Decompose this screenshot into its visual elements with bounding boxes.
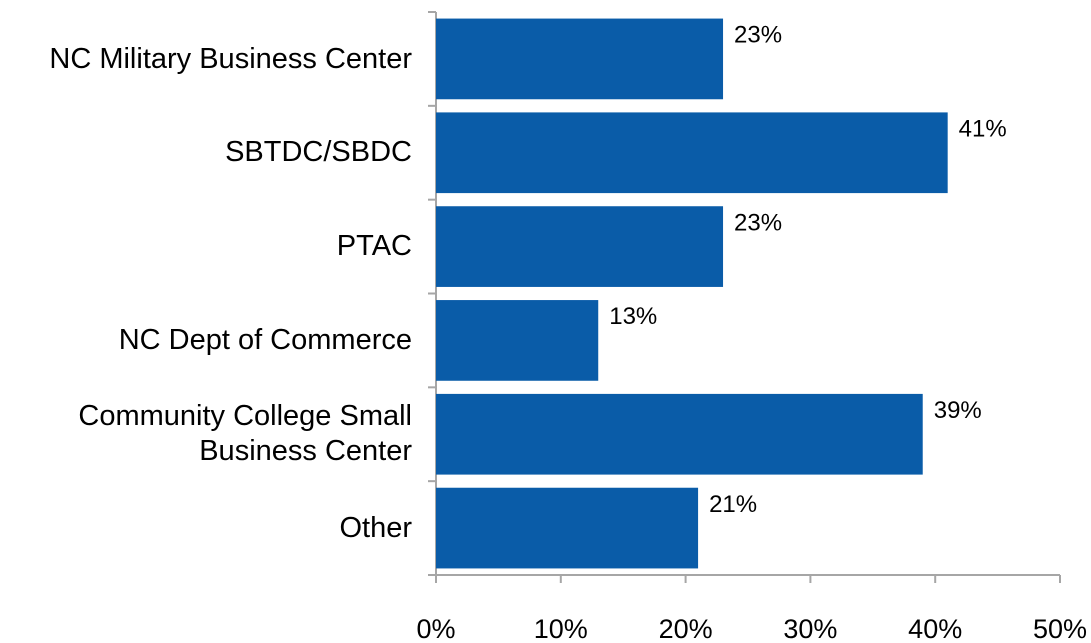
value-label: 41% [959, 116, 1007, 143]
y-tick-label: NC Military Business Center [49, 42, 412, 75]
bar [436, 393, 923, 475]
category-label-box: Other [0, 481, 412, 575]
category-label-box: SBTDC/SBDC [0, 106, 412, 200]
value-label: 13% [609, 303, 657, 330]
x-tick-label: 10% [534, 614, 588, 643]
category-label-box: NC Dept of Commerce [0, 294, 412, 388]
y-tick-label: SBTDC/SBDC [225, 136, 412, 169]
bar [436, 18, 724, 100]
value-label: 21% [709, 491, 757, 518]
x-tick-label: 50% [1033, 614, 1087, 643]
value-label: 23% [734, 22, 782, 49]
y-tick-label: PTAC [336, 230, 412, 263]
x-tick-label: 40% [908, 614, 962, 643]
bar [436, 300, 599, 381]
y-tick-label: Community College Small Business Center [78, 400, 412, 468]
category-label-box: NC Military Business Center [0, 12, 412, 106]
x-tick-label: 0% [416, 614, 455, 643]
value-label: 39% [934, 397, 982, 424]
bar [436, 487, 699, 569]
x-tick-label: 30% [783, 614, 837, 643]
bar [436, 206, 724, 287]
y-tick-label: NC Dept of Commerce [118, 324, 412, 357]
bar [436, 112, 948, 194]
value-label: 23% [734, 209, 782, 236]
category-label-box: Community College Small Business Center [0, 387, 412, 481]
x-tick-label: 20% [659, 614, 713, 643]
y-tick-label: Other [339, 511, 412, 544]
category-label-box: PTAC [0, 200, 412, 294]
